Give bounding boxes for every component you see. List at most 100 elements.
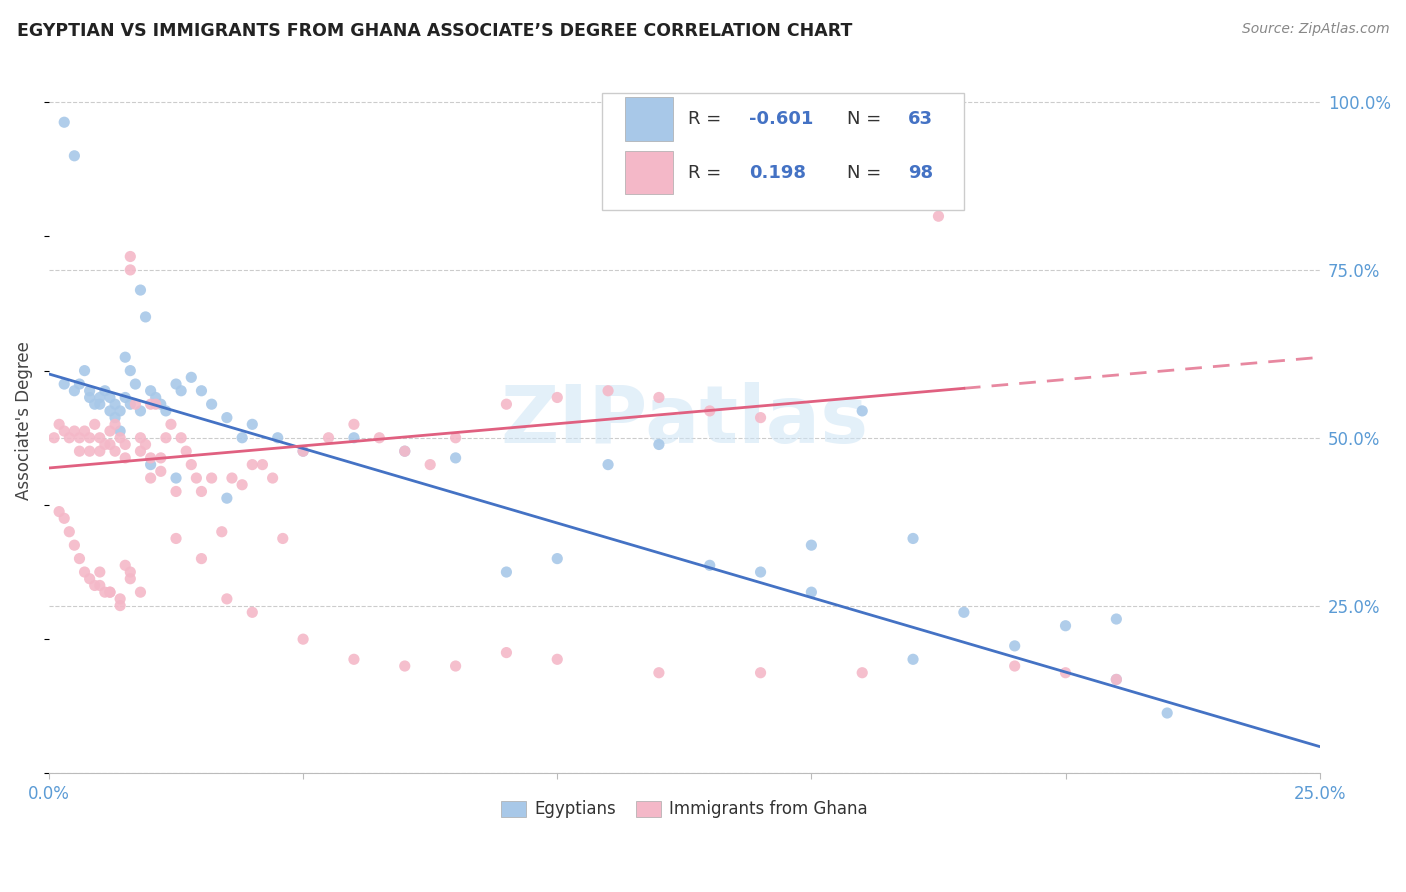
Point [444, 431, 467, 445]
Point [596, 458, 619, 472]
Point [596, 384, 619, 398]
Point [48, 417, 70, 432]
Point [215, 410, 238, 425]
Point [800, 585, 823, 599]
Point [292, 632, 315, 647]
Point [120, 565, 142, 579]
Point [69, 431, 91, 445]
Point [98, 585, 121, 599]
Point [94, 384, 117, 398]
Point [368, 431, 391, 445]
Point [180, 458, 202, 472]
Point [108, 404, 131, 418]
Point [94, 585, 117, 599]
Point [546, 652, 568, 666]
Point [108, 431, 131, 445]
Point [155, 431, 177, 445]
Point [89, 565, 111, 579]
Point [98, 437, 121, 451]
Point [120, 263, 142, 277]
Point [124, 377, 146, 392]
Point [201, 471, 224, 485]
Point [69, 444, 91, 458]
Point [63, 424, 86, 438]
Point [139, 397, 162, 411]
Point [53, 377, 76, 392]
Point [546, 551, 568, 566]
Point [155, 404, 177, 418]
Point [495, 646, 517, 660]
Point [48, 505, 70, 519]
Point [42, 431, 65, 445]
Point [129, 444, 152, 458]
Text: EGYPTIAN VS IMMIGRANTS FROM GHANA ASSOCIATE’S DEGREE CORRELATION CHART: EGYPTIAN VS IMMIGRANTS FROM GHANA ASSOCI… [17, 22, 852, 40]
Point [546, 391, 568, 405]
Point [271, 532, 294, 546]
Point [318, 431, 340, 445]
Point [129, 585, 152, 599]
Point [699, 558, 721, 573]
Point [170, 431, 193, 445]
Point [648, 437, 671, 451]
Text: R =: R = [688, 110, 727, 128]
Point [231, 431, 253, 445]
Point [240, 417, 263, 432]
Point [749, 565, 772, 579]
Point [174, 444, 197, 458]
Point [63, 538, 86, 552]
Text: Source: ZipAtlas.com: Source: ZipAtlas.com [1241, 22, 1389, 37]
Point [749, 410, 772, 425]
Point [89, 444, 111, 458]
Point [1105, 612, 1128, 626]
Point [851, 665, 873, 680]
Point [190, 484, 212, 499]
Text: 63: 63 [908, 110, 934, 128]
Point [98, 404, 121, 418]
Point [129, 404, 152, 418]
Point [1054, 618, 1077, 632]
Point [394, 444, 416, 458]
Point [394, 444, 416, 458]
Point [648, 665, 671, 680]
Point [419, 458, 441, 472]
Point [108, 591, 131, 606]
Point [104, 397, 127, 411]
Point [94, 437, 117, 451]
Point [104, 417, 127, 432]
Point [114, 391, 136, 405]
Text: 0.198: 0.198 [749, 163, 806, 182]
Point [699, 404, 721, 418]
Point [120, 572, 142, 586]
Point [104, 410, 127, 425]
Text: N =: N = [846, 110, 887, 128]
Point [165, 484, 187, 499]
Point [394, 659, 416, 673]
Point [120, 363, 142, 377]
Point [1004, 639, 1026, 653]
Point [267, 431, 290, 445]
Point [108, 599, 131, 613]
Point [83, 578, 105, 592]
Point [160, 417, 183, 432]
Point [114, 558, 136, 573]
Point [129, 283, 152, 297]
Point [79, 384, 101, 398]
Point [89, 391, 111, 405]
Point [89, 431, 111, 445]
Point [114, 450, 136, 465]
Point [145, 391, 167, 405]
Point [165, 471, 187, 485]
Text: N =: N = [846, 163, 887, 182]
Point [252, 458, 274, 472]
Point [165, 532, 187, 546]
FancyBboxPatch shape [624, 97, 673, 141]
Point [343, 431, 366, 445]
Point [114, 350, 136, 364]
Point [58, 524, 80, 539]
Point [83, 417, 105, 432]
Point [135, 310, 157, 324]
Point [1105, 673, 1128, 687]
Point [240, 605, 263, 619]
Point [73, 363, 96, 377]
Point [240, 458, 263, 472]
